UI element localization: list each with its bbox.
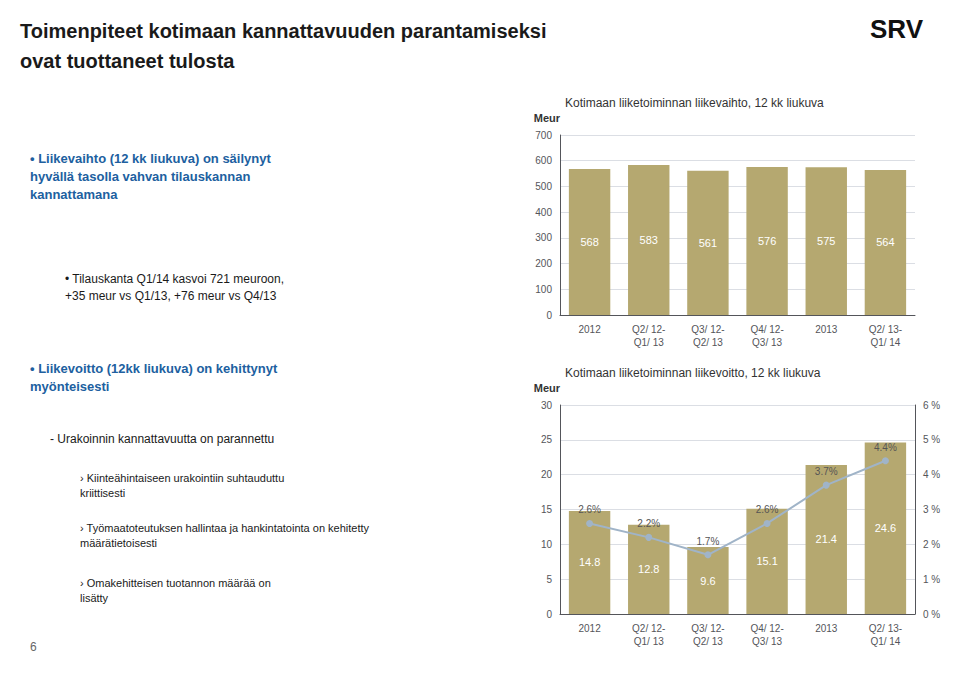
svg-text:15: 15	[541, 504, 553, 515]
svg-text:400: 400	[535, 207, 552, 218]
svg-text:10: 10	[541, 539, 553, 550]
svg-text:Q4/ 12-: Q4/ 12-	[750, 324, 783, 335]
svg-text:2013: 2013	[815, 324, 838, 335]
svg-text:0 %: 0 %	[923, 609, 940, 620]
svg-text:Kotimaan liiketoiminnan liikev: Kotimaan liiketoiminnan liikevaihto, 12 …	[565, 96, 824, 110]
svg-text:Q2/ 13-: Q2/ 13-	[869, 623, 902, 634]
svg-text:Kotimaan liiketoiminnan liikev: Kotimaan liiketoiminnan liikevoitto, 12 …	[565, 366, 821, 380]
svg-text:kriittisesti: kriittisesti	[80, 487, 125, 499]
svg-text:Q2/ 12-: Q2/ 12-	[632, 324, 665, 335]
svg-text:2012: 2012	[578, 324, 601, 335]
svg-text:- Urakoinnin kannattavuutta on: - Urakoinnin kannattavuutta on parannett…	[50, 432, 274, 446]
svg-text:› Työmaatoteutuksen hallintaa: › Työmaatoteutuksen hallintaa ja hankint…	[80, 522, 370, 534]
svg-text:Q2/ 13-: Q2/ 13-	[869, 324, 902, 335]
svg-text:• Liikevaihto (12 kk liukuva): • Liikevaihto (12 kk liukuva) on säilyny…	[30, 151, 271, 166]
svg-text:20: 20	[541, 469, 553, 480]
svg-text:Q3/ 12-: Q3/ 12-	[691, 324, 724, 335]
svg-text:1.7%: 1.7%	[697, 536, 720, 547]
svg-text:Q1/ 13: Q1/ 13	[634, 636, 664, 647]
svg-text:9.6: 9.6	[700, 575, 715, 587]
svg-text:6 %: 6 %	[923, 400, 940, 411]
svg-text:Q1/ 13: Q1/ 13	[634, 337, 664, 348]
svg-text:25: 25	[541, 434, 553, 445]
svg-text:575: 575	[817, 235, 835, 247]
svg-text:6: 6	[30, 640, 37, 654]
svg-text:300: 300	[535, 232, 552, 243]
svg-text:Meur: Meur	[534, 382, 561, 394]
svg-text:Q3/ 13: Q3/ 13	[752, 636, 782, 647]
svg-text:2.6%: 2.6%	[756, 504, 779, 515]
svg-text:700: 700	[535, 130, 552, 141]
svg-text:Q3/ 13: Q3/ 13	[752, 337, 782, 348]
svg-text:5 %: 5 %	[923, 434, 940, 445]
svg-text:2.6%: 2.6%	[578, 504, 601, 515]
svg-text:564: 564	[876, 236, 894, 248]
svg-text:24.6: 24.6	[875, 522, 896, 534]
svg-text:Q1/ 14: Q1/ 14	[870, 636, 900, 647]
svg-text:0: 0	[546, 310, 552, 321]
svg-text:100: 100	[535, 284, 552, 295]
svg-text:› Kiinteähintaiseen urakointii: › Kiinteähintaiseen urakointiin suhtaudu…	[80, 472, 284, 484]
svg-text:ovat tuottaneet tulosta: ovat tuottaneet tulosta	[20, 50, 235, 72]
svg-text:200: 200	[535, 258, 552, 269]
svg-text:3.7%: 3.7%	[815, 466, 838, 477]
svg-text:30: 30	[541, 400, 553, 411]
svg-text:0: 0	[546, 609, 552, 620]
svg-text:Q2/ 13: Q2/ 13	[693, 636, 723, 647]
svg-text:4.4%: 4.4%	[874, 442, 897, 453]
svg-text:4 %: 4 %	[923, 469, 940, 480]
svg-text:14.8: 14.8	[579, 556, 600, 568]
svg-text:3 %: 3 %	[923, 504, 940, 515]
svg-text:Toimenpiteet kotimaan kannatta: Toimenpiteet kotimaan kannattavuuden par…	[20, 20, 546, 42]
svg-text:12.8: 12.8	[638, 563, 659, 575]
svg-text:Q1/ 14: Q1/ 14	[870, 337, 900, 348]
svg-text:lisätty: lisätty	[80, 592, 109, 604]
svg-text:576: 576	[758, 235, 776, 247]
svg-text:Q2/ 12-: Q2/ 12-	[632, 623, 665, 634]
svg-text:myönteisesti: myönteisesti	[30, 379, 109, 394]
svg-text:määrätietoisesti: määrätietoisesti	[80, 537, 157, 549]
svg-text:Q3/ 12-: Q3/ 12-	[691, 623, 724, 634]
svg-text:583: 583	[640, 234, 658, 246]
svg-text:2013: 2013	[815, 623, 838, 634]
svg-text:Meur: Meur	[534, 112, 561, 124]
svg-text:500: 500	[535, 181, 552, 192]
svg-text:Q2/ 13: Q2/ 13	[693, 337, 723, 348]
svg-text:568: 568	[580, 236, 598, 248]
svg-text:561: 561	[699, 237, 717, 249]
svg-text:Q4/ 12-: Q4/ 12-	[750, 623, 783, 634]
svg-text:5: 5	[546, 574, 552, 585]
svg-text:SRV: SRV	[870, 14, 924, 44]
svg-text:› Omakehitteisen tuotannon mää: › Omakehitteisen tuotannon määrää on	[80, 577, 271, 589]
svg-text:• Liikevoitto (12kk liukuva) o: • Liikevoitto (12kk liukuva) on kehittyn…	[30, 361, 278, 376]
svg-text:2.2%: 2.2%	[637, 518, 660, 529]
svg-text:• Tilauskanta Q1/14 kasvoi 721: • Tilauskanta Q1/14 kasvoi 721 meuroon,	[65, 272, 284, 286]
svg-text:2012: 2012	[578, 623, 601, 634]
svg-text:2 %: 2 %	[923, 539, 940, 550]
svg-text:1 %: 1 %	[923, 574, 940, 585]
svg-text:600: 600	[535, 155, 552, 166]
svg-text:+35 meur vs Q1/13, +76 meur vs: +35 meur vs Q1/13, +76 meur vs Q4/13	[65, 289, 277, 303]
svg-text:21.4: 21.4	[816, 533, 837, 545]
svg-text:kannattamana: kannattamana	[30, 187, 118, 202]
svg-text:hyvällä tasolla vahvan tilausk: hyvällä tasolla vahvan tilauskannan	[30, 169, 250, 184]
svg-text:15.1: 15.1	[756, 555, 777, 567]
